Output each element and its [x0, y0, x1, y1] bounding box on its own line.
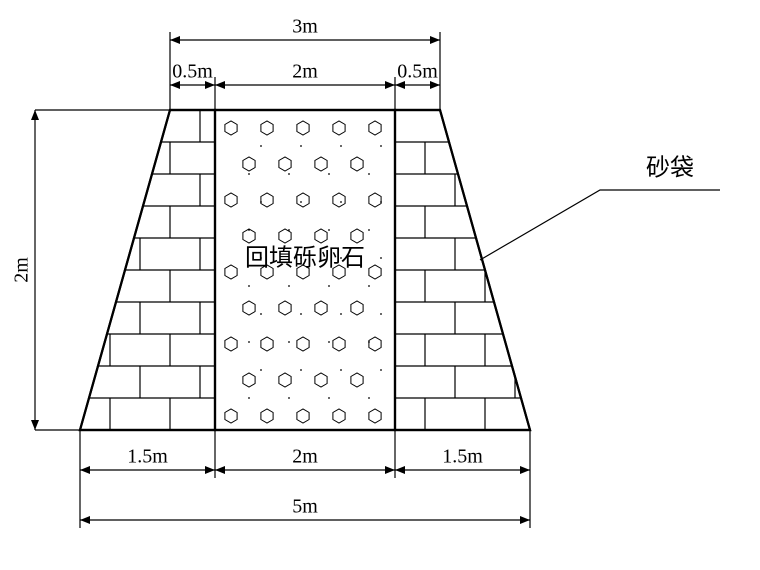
dim-top-mid: 2m [292, 61, 318, 83]
dim-bot-mid: 2m [292, 446, 318, 468]
sandbag-leader [480, 190, 720, 260]
dim-bot-total: 5m [292, 496, 318, 518]
dim-bot-left: 1.5m [127, 446, 168, 468]
center-fill-label: 回填砾卵石 [245, 245, 365, 272]
dim-top-left: 0.5m [172, 61, 213, 83]
sandbag-label: 砂袋 [646, 155, 694, 182]
dim-top-right: 0.5m [397, 61, 438, 83]
dim-top-total-text: 3m [292, 16, 318, 38]
dim-bot-right: 1.5m [442, 446, 483, 468]
dim-height-text: 2m [11, 257, 33, 283]
